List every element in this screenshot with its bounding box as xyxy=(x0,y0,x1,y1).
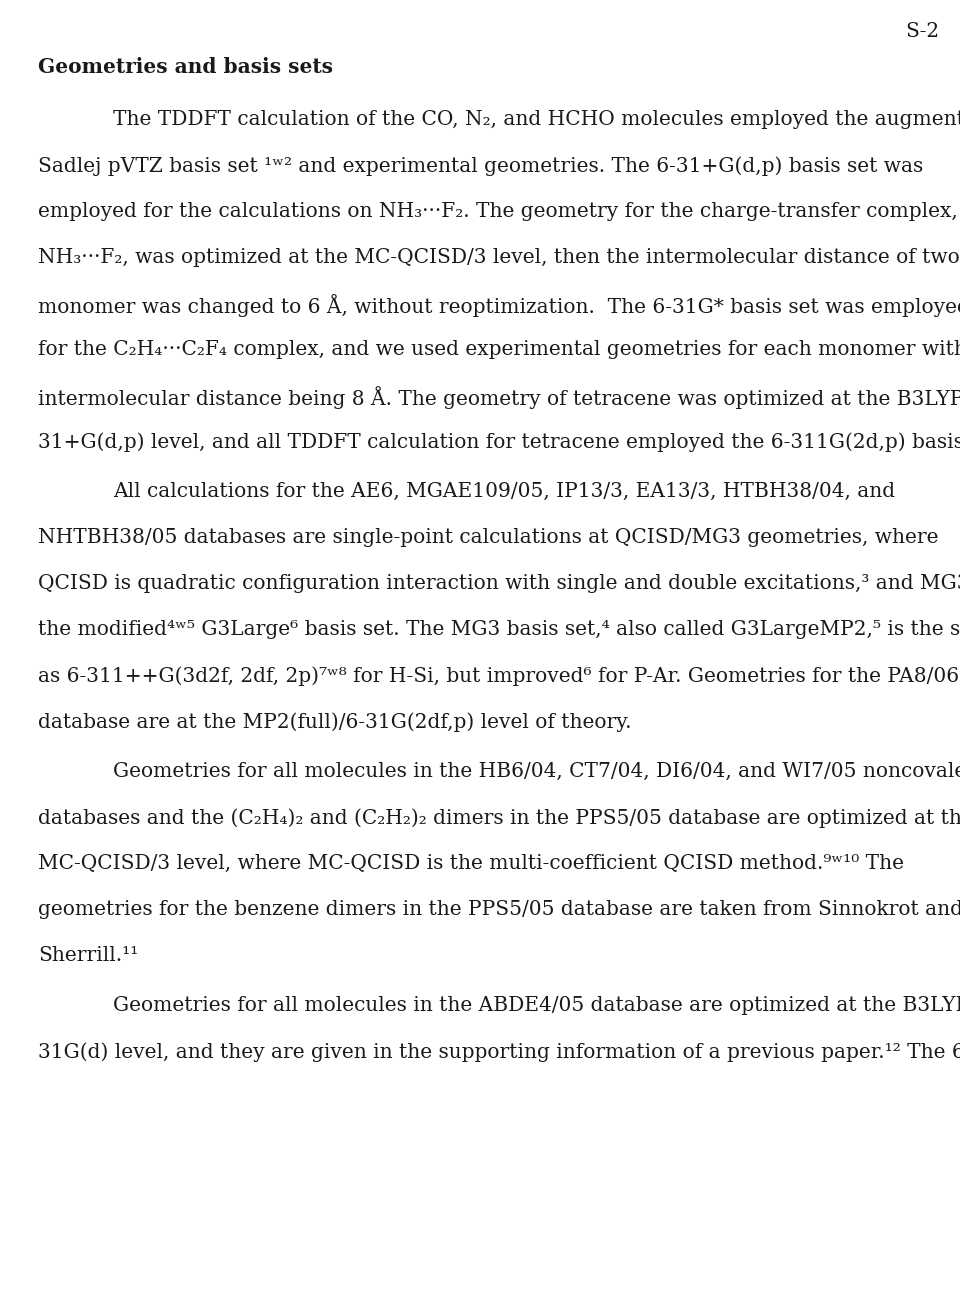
Text: intermolecular distance being 8 Å. The geometry of tetracene was optimized at th: intermolecular distance being 8 Å. The g… xyxy=(38,386,960,409)
Text: All calculations for the AE6, MGAE109/05, IP13/3, EA13/3, HTBH38/04, and: All calculations for the AE6, MGAE109/05… xyxy=(113,483,896,501)
Text: geometries for the benzene dimers in the PPS5/05 database are taken from Sinnokr: geometries for the benzene dimers in the… xyxy=(38,900,960,920)
Text: Sherrill.¹¹: Sherrill.¹¹ xyxy=(38,946,139,965)
Text: NHTBH38/05 databases are single-point calculations at QCISD/MG3 geometries, wher: NHTBH38/05 databases are single-point ca… xyxy=(38,528,939,547)
Text: the modified⁴ʷ⁵ G3Large⁶ basis set. The MG3 basis set,⁴ also called G3LargeMP2,⁵: the modified⁴ʷ⁵ G3Large⁶ basis set. The … xyxy=(38,620,960,640)
Text: Geometries for all molecules in the ABDE4/05 database are optimized at the B3LYP: Geometries for all molecules in the ABDE… xyxy=(113,995,960,1015)
Text: Geometries and basis sets: Geometries and basis sets xyxy=(38,58,333,77)
Text: QCISD is quadratic configuration interaction with single and double excitations,: QCISD is quadratic configuration interac… xyxy=(38,574,960,593)
Text: databases and the (C₂H₄)₂ and (C₂H₂)₂ dimers in the PPS5/05 database are optimiz: databases and the (C₂H₄)₂ and (C₂H₂)₂ di… xyxy=(38,808,960,828)
Text: Sadlej pVTZ basis set ¹ʷ² and experimental geometries. The 6-31+G(d,p) basis set: Sadlej pVTZ basis set ¹ʷ² and experiment… xyxy=(38,156,924,175)
Text: for the C₂H₄···C₂F₄ complex, and we used experimental geometries for each monome: for the C₂H₄···C₂F₄ complex, and we used… xyxy=(38,340,960,358)
Text: employed for the calculations on NH₃···F₂. The geometry for the charge-transfer : employed for the calculations on NH₃···F… xyxy=(38,201,958,221)
Text: as 6-311++G(3d2f, 2df, 2p)⁷ʷ⁸ for H-Si, but improved⁶ for P-Ar. Geometries for t: as 6-311++G(3d2f, 2df, 2p)⁷ʷ⁸ for H-Si, … xyxy=(38,666,960,685)
Text: Geometries for all molecules in the HB6/04, CT7/04, DI6/04, and WI7/05 noncovale: Geometries for all molecules in the HB6/… xyxy=(113,763,960,781)
Text: 31+G(d,p) level, and all TDDFT calculation for tetracene employed the 6-311G(2d,: 31+G(d,p) level, and all TDDFT calculati… xyxy=(38,432,960,451)
Text: monomer was changed to 6 Å, without reoptimization.  The 6-31G* basis set was em: monomer was changed to 6 Å, without reop… xyxy=(38,294,960,317)
Text: MC-QCISD/3 level, where MC-QCISD is the multi-coefficient QCISD method.⁹ʷ¹⁰ The: MC-QCISD/3 level, where MC-QCISD is the … xyxy=(38,854,904,872)
Text: NH₃···F₂, was optimized at the MC-QCISD/3 level, then the intermolecular distanc: NH₃···F₂, was optimized at the MC-QCISD/… xyxy=(38,249,960,267)
Text: 31G(d) level, and they are given in the supporting information of a previous pap: 31G(d) level, and they are given in the … xyxy=(38,1042,960,1062)
Text: database are at the MP2(full)/6-31G(2df,p) level of theory.: database are at the MP2(full)/6-31G(2df,… xyxy=(38,712,632,731)
Text: The TDDFT calculation of the CO, N₂, and HCHO molecules employed the augmented: The TDDFT calculation of the CO, N₂, and… xyxy=(113,110,960,129)
Text: S-2: S-2 xyxy=(904,22,939,41)
